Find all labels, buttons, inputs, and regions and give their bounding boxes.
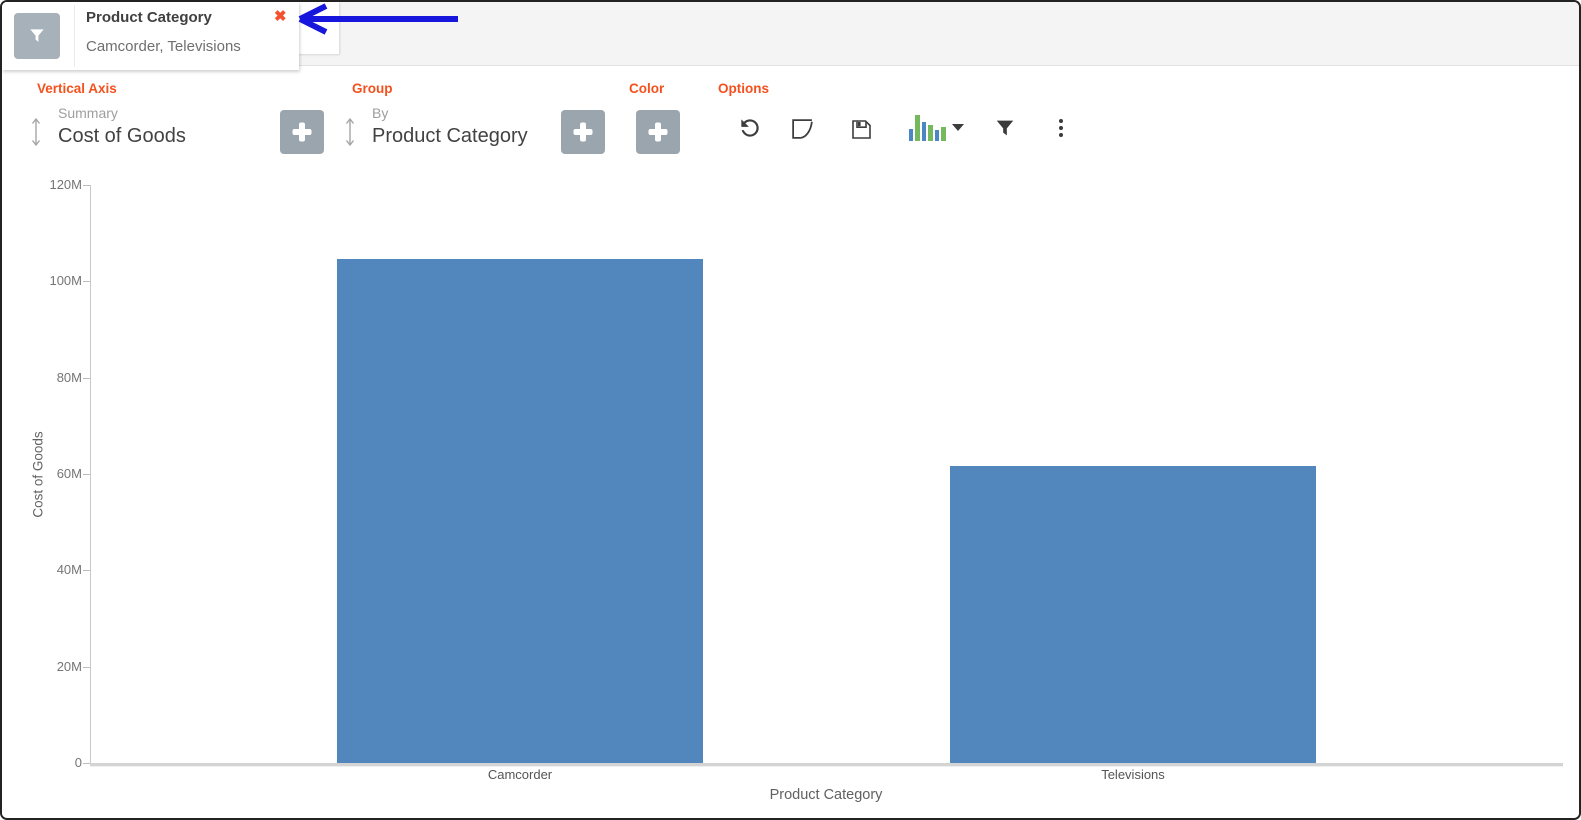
- y-axis-tick-label: 120M: [49, 177, 82, 192]
- y-axis-tick-label: 0: [74, 755, 82, 770]
- y-axis-tick-label: 80M: [56, 369, 82, 385]
- x-axis-line: [90, 763, 1563, 767]
- filter-icon-glyph: [996, 120, 1014, 136]
- header-bar: Product Category Camcorder, Televisions …: [2, 2, 1579, 70]
- by-label: By: [372, 105, 389, 121]
- filter-chip-title: Product Category: [86, 9, 212, 26]
- funnel-icon: [30, 29, 44, 42]
- category-label: Televisions: [1101, 767, 1165, 782]
- group-by-field[interactable]: Product Category: [372, 125, 528, 147]
- filter-icon[interactable]: [993, 116, 1017, 140]
- options-section-label: Options: [718, 81, 769, 96]
- add-color-button[interactable]: [636, 110, 680, 154]
- chart-type-icon[interactable]: [907, 112, 947, 142]
- y-axis-tick-label: 20M: [56, 658, 82, 674]
- y-axis-tick-label: 100M: [49, 273, 82, 289]
- save-icon[interactable]: [848, 116, 874, 142]
- vertical-axis-field[interactable]: Cost of Goods: [58, 125, 186, 147]
- summary-label: Summary: [58, 105, 118, 121]
- annotation-arrow: [298, 3, 458, 35]
- y-axis-tick-mark: [83, 763, 90, 764]
- y-axis-tick-mark: [83, 281, 90, 283]
- color-section-label: Color: [629, 81, 665, 96]
- y-axis-tick-mark: [83, 570, 90, 572]
- y-axis-tick-mark: [83, 666, 90, 668]
- bar-televisions[interactable]: [950, 465, 1316, 763]
- save-icon-glyph: [852, 120, 871, 139]
- chip-divider: [74, 5, 75, 67]
- group-section-label: Group: [352, 81, 393, 96]
- add-group-button[interactable]: [561, 110, 605, 154]
- bar-camcorder[interactable]: [337, 259, 703, 763]
- category-label: Camcorder: [487, 767, 553, 782]
- sort-group-icon[interactable]: [344, 114, 356, 150]
- bar-chart: Cost of Goods Product Category 0 20M 40M 60…: [2, 172, 1579, 818]
- y-axis-tick-label: 40M: [56, 562, 82, 578]
- chart-type-caret-icon[interactable]: [952, 124, 964, 131]
- filter-chip-values: Camcorder, Televisions: [86, 38, 241, 55]
- y-axis-tick-mark: [83, 474, 90, 475]
- y-axis-tick-mark: [83, 377, 90, 379]
- remove-filter-icon[interactable]: ✖: [274, 8, 287, 25]
- y-axis-line: [90, 185, 91, 764]
- reset-icon-glyph: [741, 119, 759, 137]
- add-vertical-axis-button[interactable]: [280, 110, 324, 154]
- vertical-axis-section-label: Vertical Axis: [37, 81, 117, 96]
- sort-vertical-icon[interactable]: [30, 114, 42, 150]
- y-axis-tick-mark: [83, 185, 90, 186]
- filter-button[interactable]: [14, 13, 60, 59]
- editor-toolbar: Vertical Axis Summary Cost of Goods Grou…: [2, 66, 1579, 172]
- filter-chip[interactable]: Product Category Camcorder, Televisions …: [2, 2, 299, 70]
- curve-icon-glyph: [791, 118, 813, 139]
- annotation-curve-icon[interactable]: [789, 115, 815, 141]
- reset-icon[interactable]: [736, 114, 764, 142]
- y-axis-tick-label: 60M: [56, 466, 82, 481]
- chart-type-icon-bars: [908, 113, 946, 141]
- x-axis-title: Product Category: [769, 787, 883, 803]
- more-options-icon[interactable]: [1055, 117, 1067, 139]
